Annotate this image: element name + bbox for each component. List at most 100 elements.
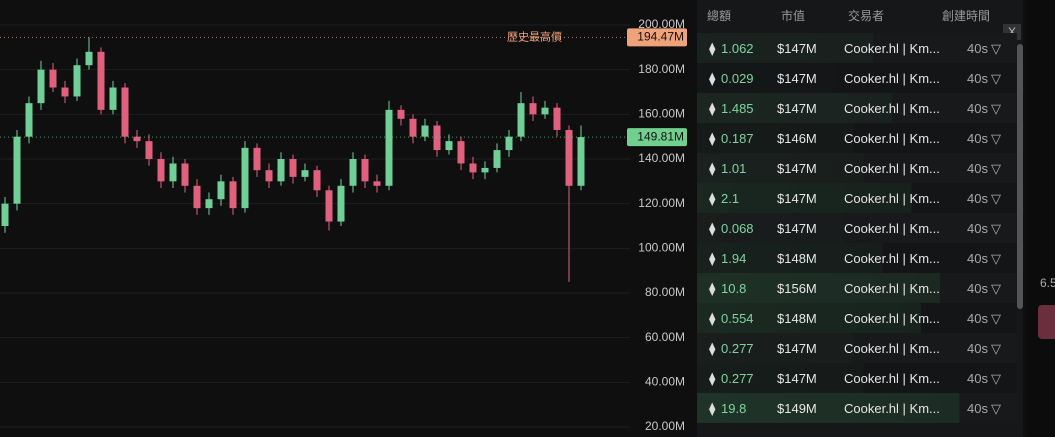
candle-body: [397, 109, 405, 119]
time: 40s: [967, 41, 988, 56]
candle-body: [361, 159, 369, 182]
candle-body: [313, 170, 321, 191]
filter-icon[interactable]: ▽: [991, 71, 1001, 86]
filter-icon[interactable]: ▽: [991, 191, 1001, 206]
y-tick-label: 40.00M: [645, 375, 685, 389]
filter-icon[interactable]: ▽: [991, 341, 1001, 356]
time: 40s: [967, 161, 988, 176]
filter-icon[interactable]: ▽: [991, 281, 1001, 296]
trade-row[interactable]: ⧫ 0.277 $147M Cooker.hl | Km... 40s ▽: [697, 363, 1017, 393]
scrollbar[interactable]: [1017, 44, 1023, 309]
trade-row[interactable]: ⧫ 1.062 $147M Cooker.hl | Km... 40s ▽: [697, 33, 1017, 63]
market-cap: $149M: [777, 401, 817, 416]
amount: 0.554: [721, 311, 754, 326]
time: 40s: [967, 341, 988, 356]
candle-body: [481, 167, 489, 173]
filter-icon[interactable]: ▽: [991, 371, 1001, 386]
price-chart: 200.00M 180.00M 160.00M 140.00M 120.00M 100.0…: [0, 17, 687, 433]
trade-row[interactable]: ⧫ 0.029 $147M Cooker.hl | Km... 40s ▽: [697, 63, 1017, 93]
time: 40s: [967, 371, 988, 386]
candle-body: [529, 103, 537, 115]
amount: 1.94: [721, 251, 747, 266]
trade-row[interactable]: ⧫ 1.485 $147M Cooker.hl | Km... 40s ▽: [697, 93, 1017, 123]
side-panel: 6.5: [1026, 0, 1055, 437]
time: 40s: [967, 71, 988, 86]
amount: 0.068: [721, 221, 754, 236]
market-cap: $147M: [777, 341, 817, 356]
eth-icon: ⧫: [709, 221, 716, 236]
filter-icon[interactable]: ▽: [991, 131, 1001, 146]
filter-icon[interactable]: ▽: [991, 401, 1001, 416]
candle-body: [181, 163, 189, 186]
trader: Cooker.hl | Km...: [844, 161, 940, 176]
candle-body: [73, 65, 81, 97]
trade-row[interactable]: ⧫ 19.8 $149M Cooker.hl | Km... 40s ▽: [697, 393, 1017, 423]
candle-body: [1, 203, 9, 226]
candle-body: [13, 136, 21, 204]
eth-icon: ⧫: [709, 251, 716, 266]
amount: 0.277: [721, 341, 754, 356]
time: 40s: [967, 401, 988, 416]
candle-body: [61, 87, 69, 97]
market-cap: $147M: [777, 191, 817, 206]
candle-body: [385, 109, 393, 186]
filter-icon[interactable]: ▽: [991, 41, 1001, 56]
side-button[interactable]: [1038, 305, 1055, 339]
eth-icon: ⧫: [709, 41, 716, 56]
eth-icon: ⧫: [709, 341, 716, 356]
column-header[interactable]: 交易者: [848, 9, 885, 23]
market-cap: $148M: [777, 311, 817, 326]
y-tick-label: 120.00M: [638, 196, 685, 210]
column-header[interactable]: 市值: [781, 9, 806, 23]
eth-icon: ⧫: [709, 71, 716, 86]
filter-icon[interactable]: ▽: [991, 161, 1001, 176]
candle-body: [409, 118, 417, 137]
trader: Cooker.hl | Km...: [844, 311, 940, 326]
candle-body: [469, 163, 477, 173]
trader: Cooker.hl | Km...: [844, 221, 940, 236]
trade-row[interactable]: ⧫ 0.554 $148M Cooker.hl | Km... 40s ▽: [697, 303, 1017, 333]
filter-icon[interactable]: ▽: [991, 251, 1001, 266]
trade-row[interactable]: ⧫ 0.187 $146M Cooker.hl | Km... 40s ▽: [697, 123, 1017, 153]
candle-body: [421, 125, 429, 137]
trade-row[interactable]: ⧫ 0.068 $147M Cooker.hl | Km... 40s ▽: [697, 213, 1017, 243]
candle-body: [205, 199, 213, 209]
eth-icon: ⧫: [709, 371, 716, 386]
candle-body: [49, 69, 57, 88]
eth-icon: ⧫: [709, 191, 716, 206]
time: 40s: [967, 311, 988, 326]
candle-body: [505, 136, 513, 151]
amount: 0.277: [721, 371, 754, 386]
filter-icon[interactable]: ▽: [991, 221, 1001, 236]
eth-icon: ⧫: [709, 101, 716, 116]
column-header[interactable]: 總額: [707, 9, 732, 23]
candle-body: [301, 170, 309, 177]
candle-body: [553, 107, 561, 130]
column-header[interactable]: 創建時間: [942, 9, 991, 23]
candle-body: [337, 185, 345, 222]
candle-body: [565, 129, 573, 186]
candle-body: [457, 141, 465, 164]
trade-row[interactable]: ⧫ 0.277 $147M Cooker.hl | Km... 40s ▽: [697, 333, 1017, 363]
candle-body: [289, 159, 297, 177]
candle-body: [169, 163, 177, 182]
filter-icon[interactable]: ▽: [991, 311, 1001, 326]
trade-row[interactable]: ⧫ 1.94 $148M Cooker.hl | Km... 40s ▽: [697, 243, 1017, 273]
price-tag-label: 149.81M: [637, 129, 684, 143]
trader: Cooker.hl | Km...: [844, 191, 940, 206]
candle-body: [325, 190, 333, 222]
y-tick-label: 20.00M: [645, 419, 685, 433]
market-cap: $147M: [777, 41, 817, 56]
eth-icon: ⧫: [709, 131, 716, 146]
trade-row[interactable]: ⧫ 2.1 $147M Cooker.hl | Km... 40s ▽: [697, 183, 1017, 213]
y-tick-label: 180.00M: [638, 62, 685, 76]
trade-row[interactable]: ⧫ 10.8 $156M Cooker.hl | Km... 40s ▽: [697, 273, 1017, 303]
y-tick-label: 160.00M: [638, 107, 685, 121]
filter-icon[interactable]: ▽: [991, 101, 1001, 116]
trader: Cooker.hl | Km...: [844, 101, 940, 116]
candle-body: [241, 147, 249, 209]
candle-body: [145, 141, 153, 159]
y-tick-label: 100.00M: [638, 241, 685, 255]
trade-row[interactable]: ⧫ 1.01 $147M Cooker.hl | Km... 40s ▽: [697, 153, 1017, 183]
